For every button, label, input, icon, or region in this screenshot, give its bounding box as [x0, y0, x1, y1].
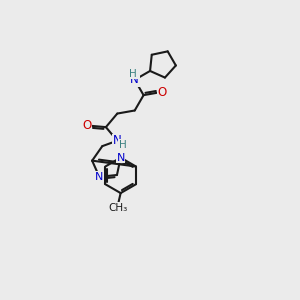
Text: N: N [116, 153, 125, 163]
Text: CH₃: CH₃ [109, 203, 128, 213]
Text: O: O [158, 86, 167, 99]
Text: N: N [113, 134, 122, 147]
Text: N: N [130, 73, 139, 86]
Text: O: O [82, 119, 92, 132]
Text: N: N [95, 172, 103, 182]
Text: H: H [119, 140, 127, 149]
Text: H: H [129, 69, 137, 79]
